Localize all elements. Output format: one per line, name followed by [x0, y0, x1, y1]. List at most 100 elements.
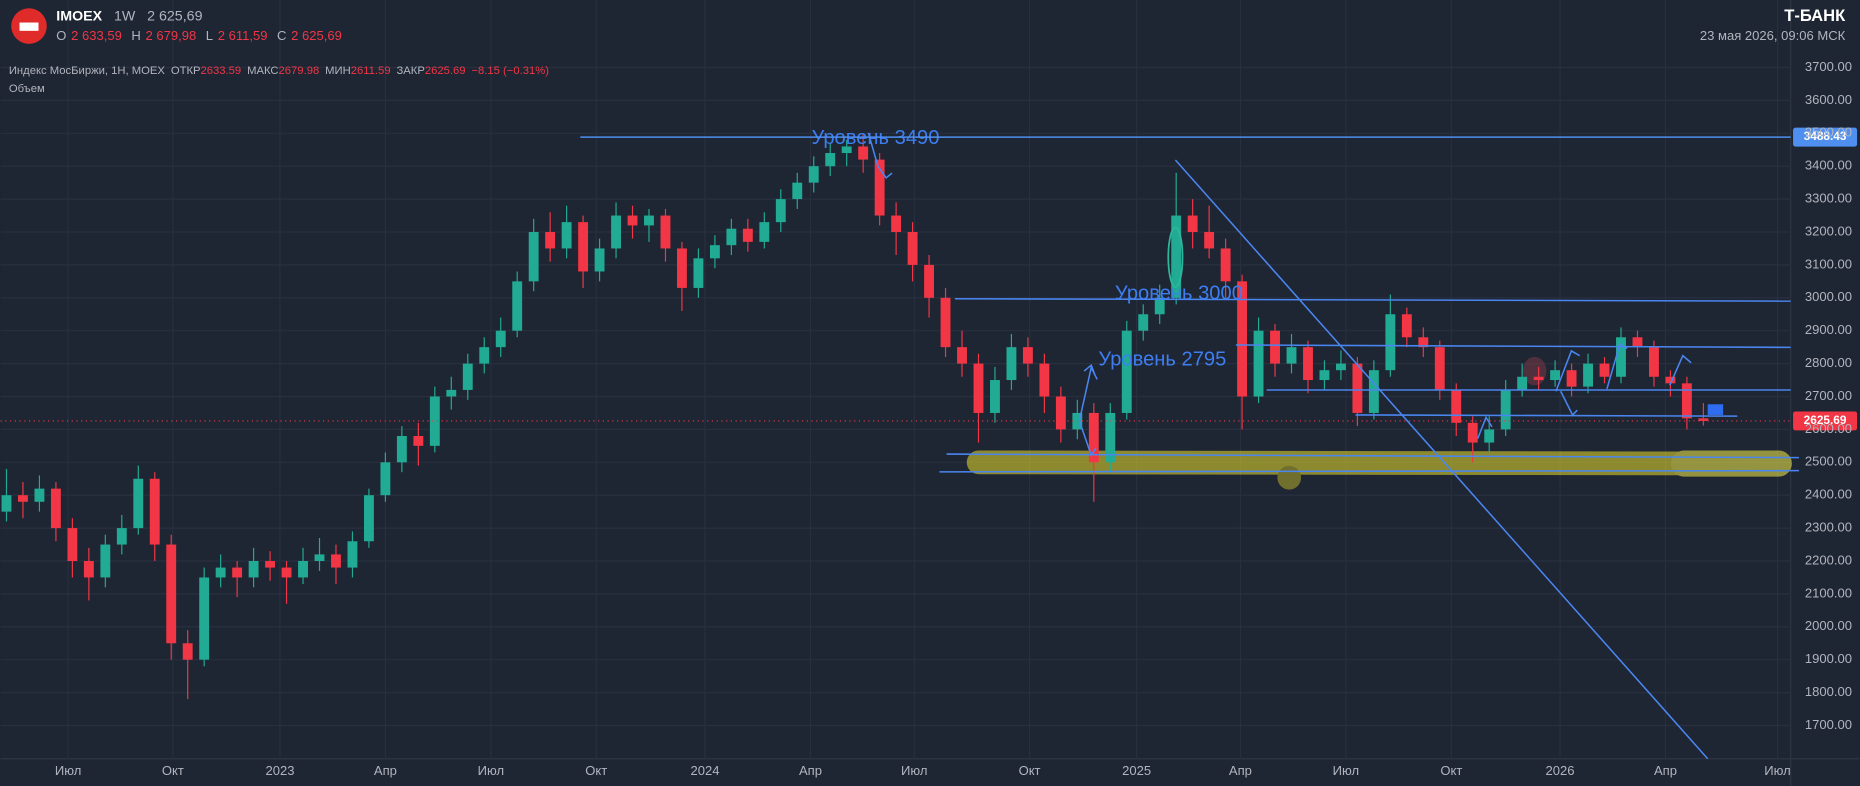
x-tick-label: Апр — [374, 763, 397, 778]
indicator-value: 2625.69 — [425, 65, 466, 77]
y-tick-label: 2300.00 — [1805, 520, 1852, 535]
candle-body — [709, 245, 720, 259]
candle-body — [677, 248, 687, 288]
candle-body — [429, 396, 440, 446]
candle-body — [1335, 363, 1346, 371]
candle-body — [314, 554, 325, 562]
candle-body — [133, 478, 144, 529]
x-tick-label: Июл — [478, 763, 504, 778]
candle-body — [100, 544, 111, 578]
candle-body — [775, 199, 786, 223]
candle-body — [462, 363, 473, 390]
highlight-stroke — [966, 450, 1791, 476]
annotation: Уровень 3000 — [1115, 282, 1243, 304]
candle-body — [841, 146, 852, 154]
trend-line — [954, 297, 1791, 302]
candle-body — [990, 380, 1000, 413]
x-tick-label: Апр — [1654, 763, 1677, 778]
arrow — [1078, 365, 1098, 422]
y-tick-label: 3000.00 — [1805, 289, 1852, 304]
y-tick-label: 2600.00 — [1805, 421, 1852, 436]
candle-body — [1385, 314, 1396, 371]
candle-body — [396, 435, 407, 463]
candle-body — [858, 146, 869, 160]
candle-body — [265, 561, 276, 568]
candle-body — [248, 561, 259, 578]
candle-body — [1171, 215, 1182, 298]
circle-mark — [1167, 226, 1184, 288]
volume-label: Объем — [9, 83, 45, 95]
price-tag-label: 3488.43 — [1804, 129, 1847, 143]
indicator-value: 2611.59 — [351, 65, 391, 77]
y-tick-label: 2400.00 — [1805, 487, 1852, 502]
ohlc-value: 2 625,69 — [291, 28, 342, 43]
candle-body — [1105, 412, 1116, 463]
y-tick-label: 3700.00 — [1805, 59, 1852, 74]
candle-body — [1138, 314, 1149, 331]
ohlc-label: L — [206, 28, 213, 43]
candle-body — [331, 554, 341, 568]
candle-body — [874, 159, 885, 216]
candle-body — [1270, 330, 1280, 364]
candle-body — [446, 389, 457, 397]
indicator-label: МАКС — [247, 65, 278, 77]
candle-body — [660, 215, 671, 249]
candle-body — [1632, 337, 1643, 348]
symbol-line: IMOEX 1W 2 625,69 — [56, 8, 202, 24]
candle-body — [18, 495, 28, 502]
y-tick-label: 3400.00 — [1805, 158, 1852, 173]
candle-body — [1088, 412, 1099, 463]
candle-body — [1006, 347, 1017, 381]
candle-body — [232, 567, 243, 578]
arrow — [1555, 349, 1581, 392]
candle-body — [1121, 330, 1132, 413]
candle-body — [808, 166, 819, 183]
y-tick-label: 3300.00 — [1805, 191, 1852, 206]
candle-body — [1187, 215, 1198, 232]
candle-body — [957, 347, 967, 364]
y-tick-label: 2700.00 — [1805, 388, 1852, 403]
price-tag — [1793, 411, 1858, 431]
y-tick-label: 2800.00 — [1805, 355, 1852, 370]
candle-body — [1368, 370, 1379, 413]
candle-body — [891, 215, 902, 232]
x-tick-label: Окт — [162, 763, 184, 778]
candle-body — [182, 643, 193, 660]
ohlc-value: 2 633,59 — [71, 28, 122, 43]
indicator-value: 2679.98 — [279, 65, 320, 77]
candle-body — [1665, 376, 1676, 384]
candle-body — [1055, 396, 1066, 430]
candle-body — [726, 228, 737, 246]
candle-body — [1352, 363, 1363, 413]
candle-body — [594, 248, 605, 272]
candle-body — [1286, 347, 1297, 364]
candle-body — [199, 577, 210, 660]
x-tick-label: Окт — [1440, 763, 1462, 778]
price: 2 625,69 — [147, 8, 202, 24]
indicator-label: ЗАКР — [397, 65, 425, 77]
y-tick-label: 2000.00 — [1805, 618, 1852, 633]
y-tick-label: 3500.00 — [1805, 125, 1852, 140]
candle-body — [792, 182, 803, 200]
candle-body — [363, 495, 374, 542]
candle-body — [1583, 363, 1593, 387]
y-tick-label: 2200.00 — [1805, 552, 1852, 567]
candle-body — [1550, 370, 1561, 381]
trend-line — [939, 469, 1799, 473]
candle-body — [1616, 337, 1626, 377]
arrow — [1476, 415, 1493, 439]
candle-body — [1237, 281, 1248, 397]
highlight-blob — [1277, 465, 1302, 490]
ohlc-value: 2 679,98 — [146, 28, 197, 43]
candle-body — [528, 231, 539, 282]
y-tick-label: 1900.00 — [1805, 651, 1852, 666]
x-tick-label: 2023 — [265, 763, 294, 778]
candle-body — [1434, 347, 1445, 390]
candle-body — [298, 561, 308, 578]
candle-body — [281, 567, 292, 578]
candle-body — [973, 363, 984, 413]
candle-body — [347, 541, 358, 568]
candle-body — [1418, 337, 1429, 348]
annotation: Уровень 2795 — [1098, 349, 1226, 371]
